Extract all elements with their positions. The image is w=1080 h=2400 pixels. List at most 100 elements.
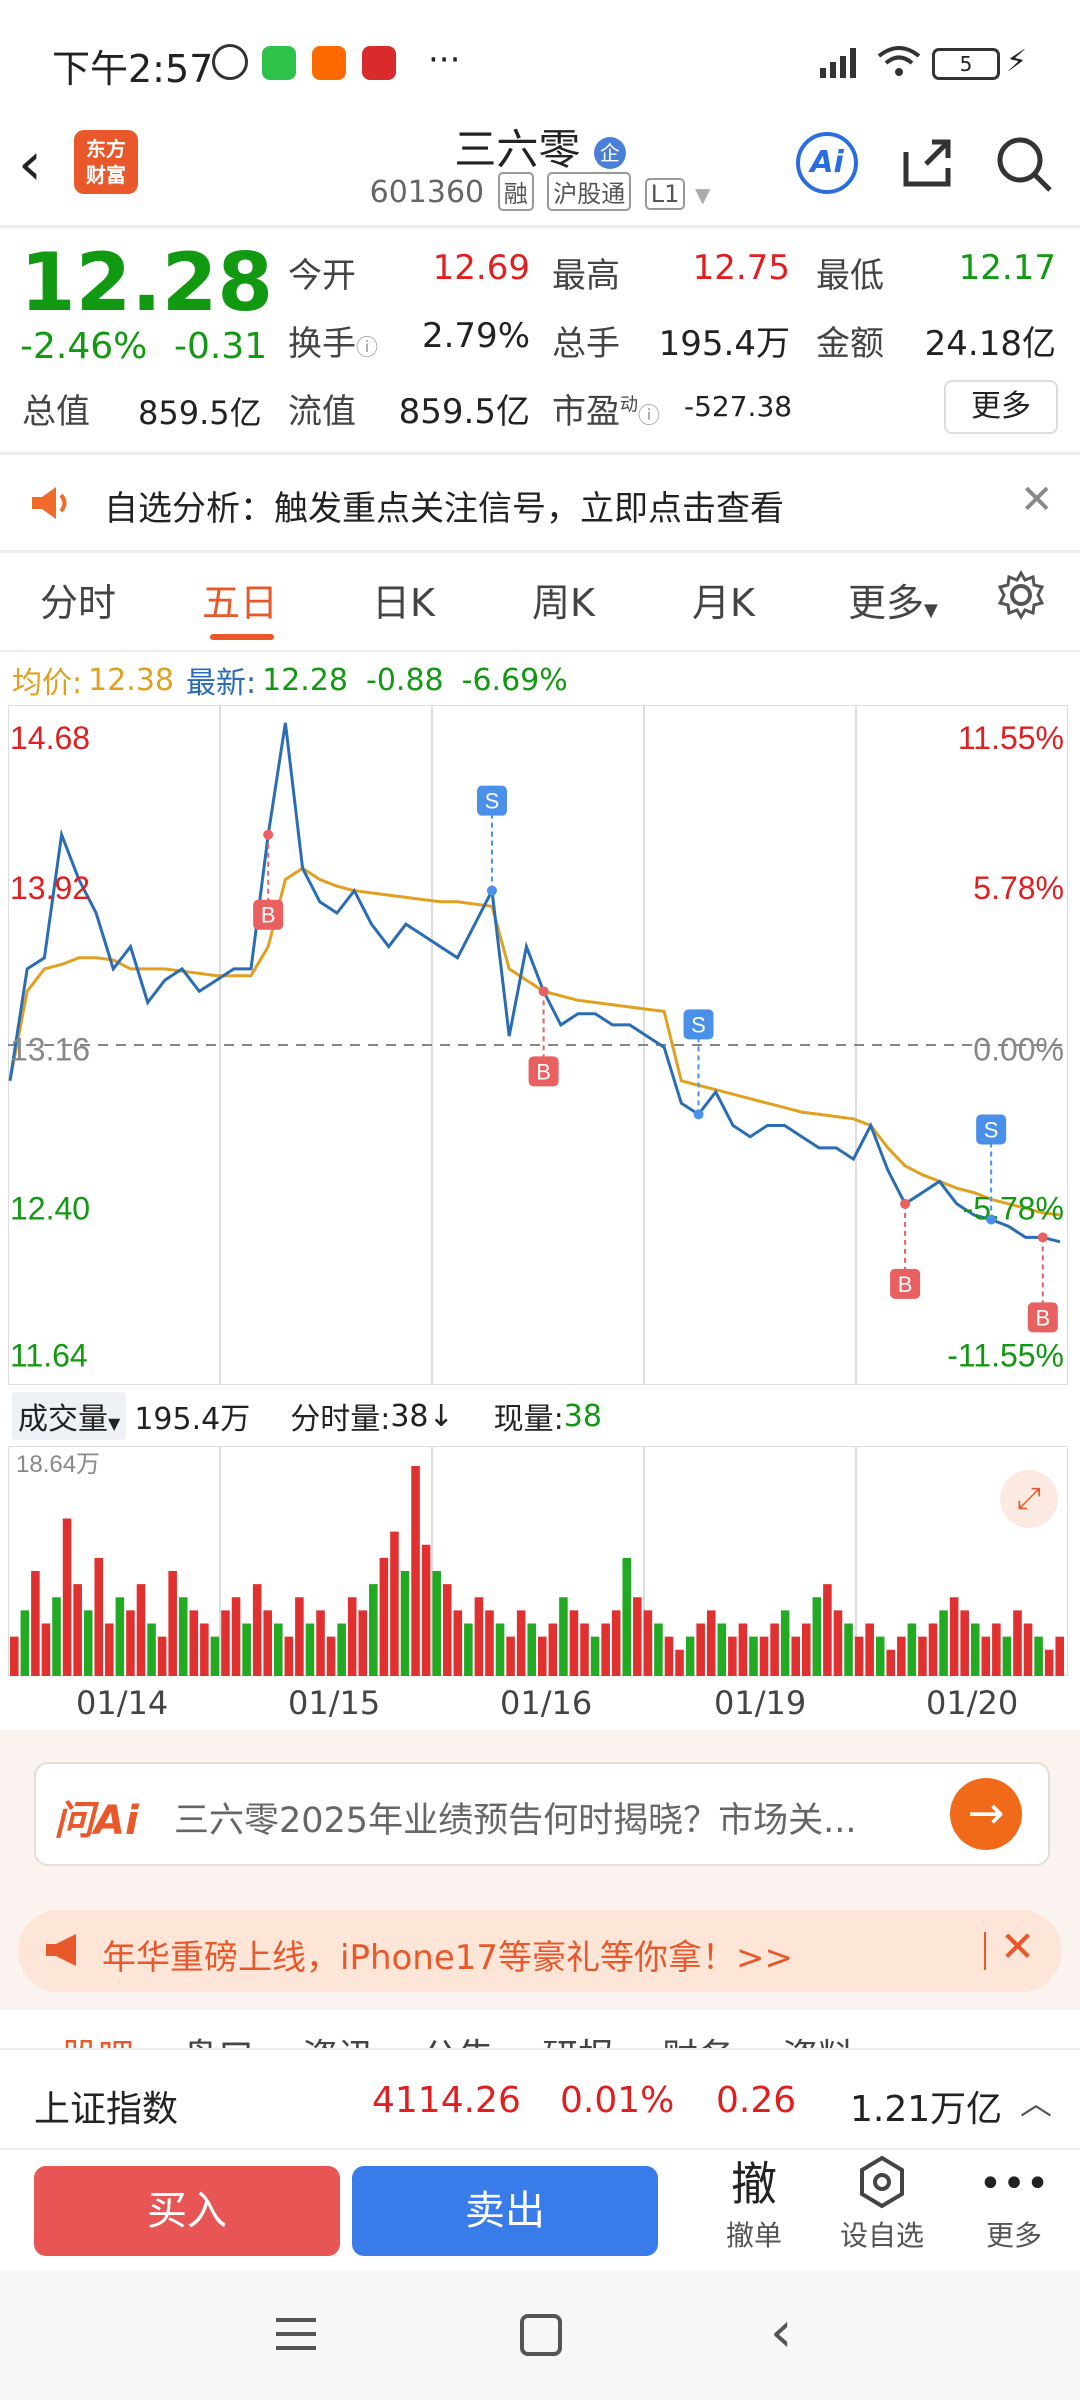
add-watchlist-button[interactable]: 设自选 [822, 2154, 942, 2254]
volume-bar [970, 1623, 980, 1676]
trade-mark-dot [538, 986, 549, 997]
volume-bar [875, 1636, 885, 1676]
divider [0, 452, 1080, 455]
search-icon[interactable] [994, 134, 1054, 198]
home-icon[interactable] [520, 2314, 562, 2356]
more-dots-icon: ··· [428, 40, 461, 80]
y-tick-right: 11.55% [958, 720, 1064, 756]
x-label: 01/14 [76, 1684, 169, 1722]
y-tick-right: -11.55% [947, 1338, 1064, 1374]
trade-mark-badge[interactable] [890, 1268, 921, 1299]
volume-bar [548, 1623, 558, 1676]
x-label: 01/20 [926, 1684, 1019, 1722]
arrow-right-icon[interactable]: → [950, 1778, 1022, 1850]
index-bar[interactable]: 上证指数 4114.26 0.01% 0.26 1.21万亿 ︿ [0, 2048, 1080, 2150]
back-nav-icon[interactable]: ‹ [770, 2300, 793, 2365]
gear-icon[interactable] [996, 569, 1046, 624]
x-axis-labels: 01/14 01/15 01/16 01/19 01/20 [0, 1684, 1080, 1724]
content-tab[interactable]: 资讯 [302, 2028, 374, 2048]
share-icon[interactable] [898, 134, 956, 196]
mcap-label: 总值 [22, 392, 90, 432]
price-chart[interactable]: 14.68 13.92 13.16 12.40 11.64 11.55% 5.78% 0.0… [8, 705, 1068, 1385]
chevron-up-icon[interactable]: ︿ [1020, 2084, 1053, 2122]
stock-header: ‹ 东方 财富 三六零 企 601360 融 沪股通 L1 ▼ Ai [0, 110, 1080, 225]
content-tabs: 股吧 盘口 资讯 公告 研报 财务 资料 [0, 2010, 1080, 2048]
volume-bar [696, 1623, 705, 1676]
volume-chart[interactable]: 18.64万 [8, 1446, 1068, 1676]
tag-level: L1 [644, 178, 686, 210]
volume-bar [844, 1623, 853, 1676]
tag-margin: 融 [497, 172, 534, 211]
volume-bar [305, 1623, 315, 1676]
trade-mark-badge[interactable] [476, 785, 507, 816]
charging-icon: ⚡ [1006, 44, 1028, 79]
content-tab[interactable]: 盘口 [182, 2028, 254, 2048]
menu-icon[interactable] [276, 2316, 316, 2356]
content-tab[interactable]: 公告 [422, 2028, 494, 2048]
trade-mark-label: B [1035, 1305, 1050, 1330]
volume-bar [252, 1584, 262, 1676]
promo-divider [984, 1932, 986, 1970]
volume-bar [802, 1623, 811, 1676]
content-tab[interactable]: 财务 [662, 2028, 734, 2048]
promo-bar[interactable]: 年华重磅上线，iPhone17等豪礼等你拿！>> ✕ [18, 1910, 1062, 1992]
trade-mark-badge[interactable] [1027, 1302, 1058, 1333]
buy-button[interactable]: 买入 [34, 2166, 340, 2256]
y-tick-right: 0.00% [973, 1032, 1064, 1068]
ai-question-bar[interactable]: 问Ai 三六零2025年业绩预告何时揭晓？市场关... → [34, 1762, 1050, 1866]
volume-value: 195.4万 [658, 324, 790, 364]
tab-more[interactable]: 更多▼ [848, 572, 938, 627]
trade-mark-badge[interactable] [253, 899, 284, 930]
volume-max-label: 18.64万 [16, 1451, 100, 1478]
trade-mark-badge[interactable] [528, 1056, 559, 1087]
volume-bar [105, 1623, 114, 1676]
latest-change-pct: -6.69% [461, 662, 568, 698]
tab-daily-k[interactable]: 日K [372, 581, 435, 625]
sell-button[interactable]: 卖出 [352, 2166, 658, 2256]
volume-bar [221, 1610, 230, 1676]
trade-mark-dot [986, 1214, 997, 1225]
trade-mark-dot [486, 885, 497, 896]
back-icon[interactable]: ‹ [18, 129, 42, 199]
volume-bar [200, 1623, 209, 1676]
content-tab[interactable]: 资料 [782, 2028, 854, 2048]
volume-bar [949, 1597, 959, 1676]
volume-bar [274, 1623, 283, 1676]
app-logo: 东方 财富 [74, 130, 138, 194]
expand-icon[interactable]: ⤢ [1000, 1470, 1058, 1528]
close-icon[interactable]: ✕ [1000, 1922, 1036, 1971]
tab-intraday[interactable]: 分时 [40, 581, 117, 625]
info-icon[interactable]: ⓘ [638, 404, 661, 429]
tab-monthly-k[interactable]: 月K [692, 581, 755, 625]
notice-bar[interactable]: 自选分析：触发重点关注信号，立即点击查看 ✕ [0, 455, 1080, 550]
trade-mark-badge[interactable] [976, 1114, 1007, 1145]
cancel-order-button[interactable]: 撤 撤单 [704, 2154, 804, 2254]
y-tick-right: -5.78% [963, 1190, 1064, 1226]
more-quote-button[interactable]: 更多 [944, 380, 1058, 434]
trade-mark-badge[interactable] [683, 1009, 714, 1040]
more-actions-button[interactable]: ••• 更多 [964, 2154, 1064, 2254]
info-icon[interactable]: ⓘ [356, 336, 379, 361]
volume-selector[interactable]: 成交量▼ [12, 1392, 127, 1440]
volume-bar [1013, 1610, 1022, 1676]
volume-bar [738, 1623, 748, 1676]
tab-five-day[interactable]: 五日 [202, 581, 279, 625]
change-value: -0.31 [174, 326, 268, 367]
volume-bar [981, 1636, 991, 1676]
trade-mark-label: B [261, 903, 276, 928]
volume-bar [400, 1571, 410, 1676]
trade-mark-dot [693, 1109, 704, 1120]
avg-value: 12.38 [88, 662, 174, 698]
volume-bar [780, 1610, 790, 1676]
pe-label: 市盈动ⓘ [552, 384, 660, 433]
content-tab[interactable]: 研报 [542, 2028, 614, 2048]
tab-more-label: 更多 [848, 581, 925, 625]
volume-bar [601, 1623, 610, 1676]
caret-down-icon: ▼ [108, 1414, 121, 1433]
chevron-down-icon[interactable]: ▼ [694, 183, 711, 207]
content-tab[interactable]: 股吧 [62, 2028, 134, 2048]
volume-bar [41, 1623, 51, 1676]
ai-button[interactable]: Ai [796, 132, 858, 194]
tab-weekly-k[interactable]: 周K [532, 581, 595, 625]
close-icon[interactable]: ✕ [1020, 477, 1054, 523]
